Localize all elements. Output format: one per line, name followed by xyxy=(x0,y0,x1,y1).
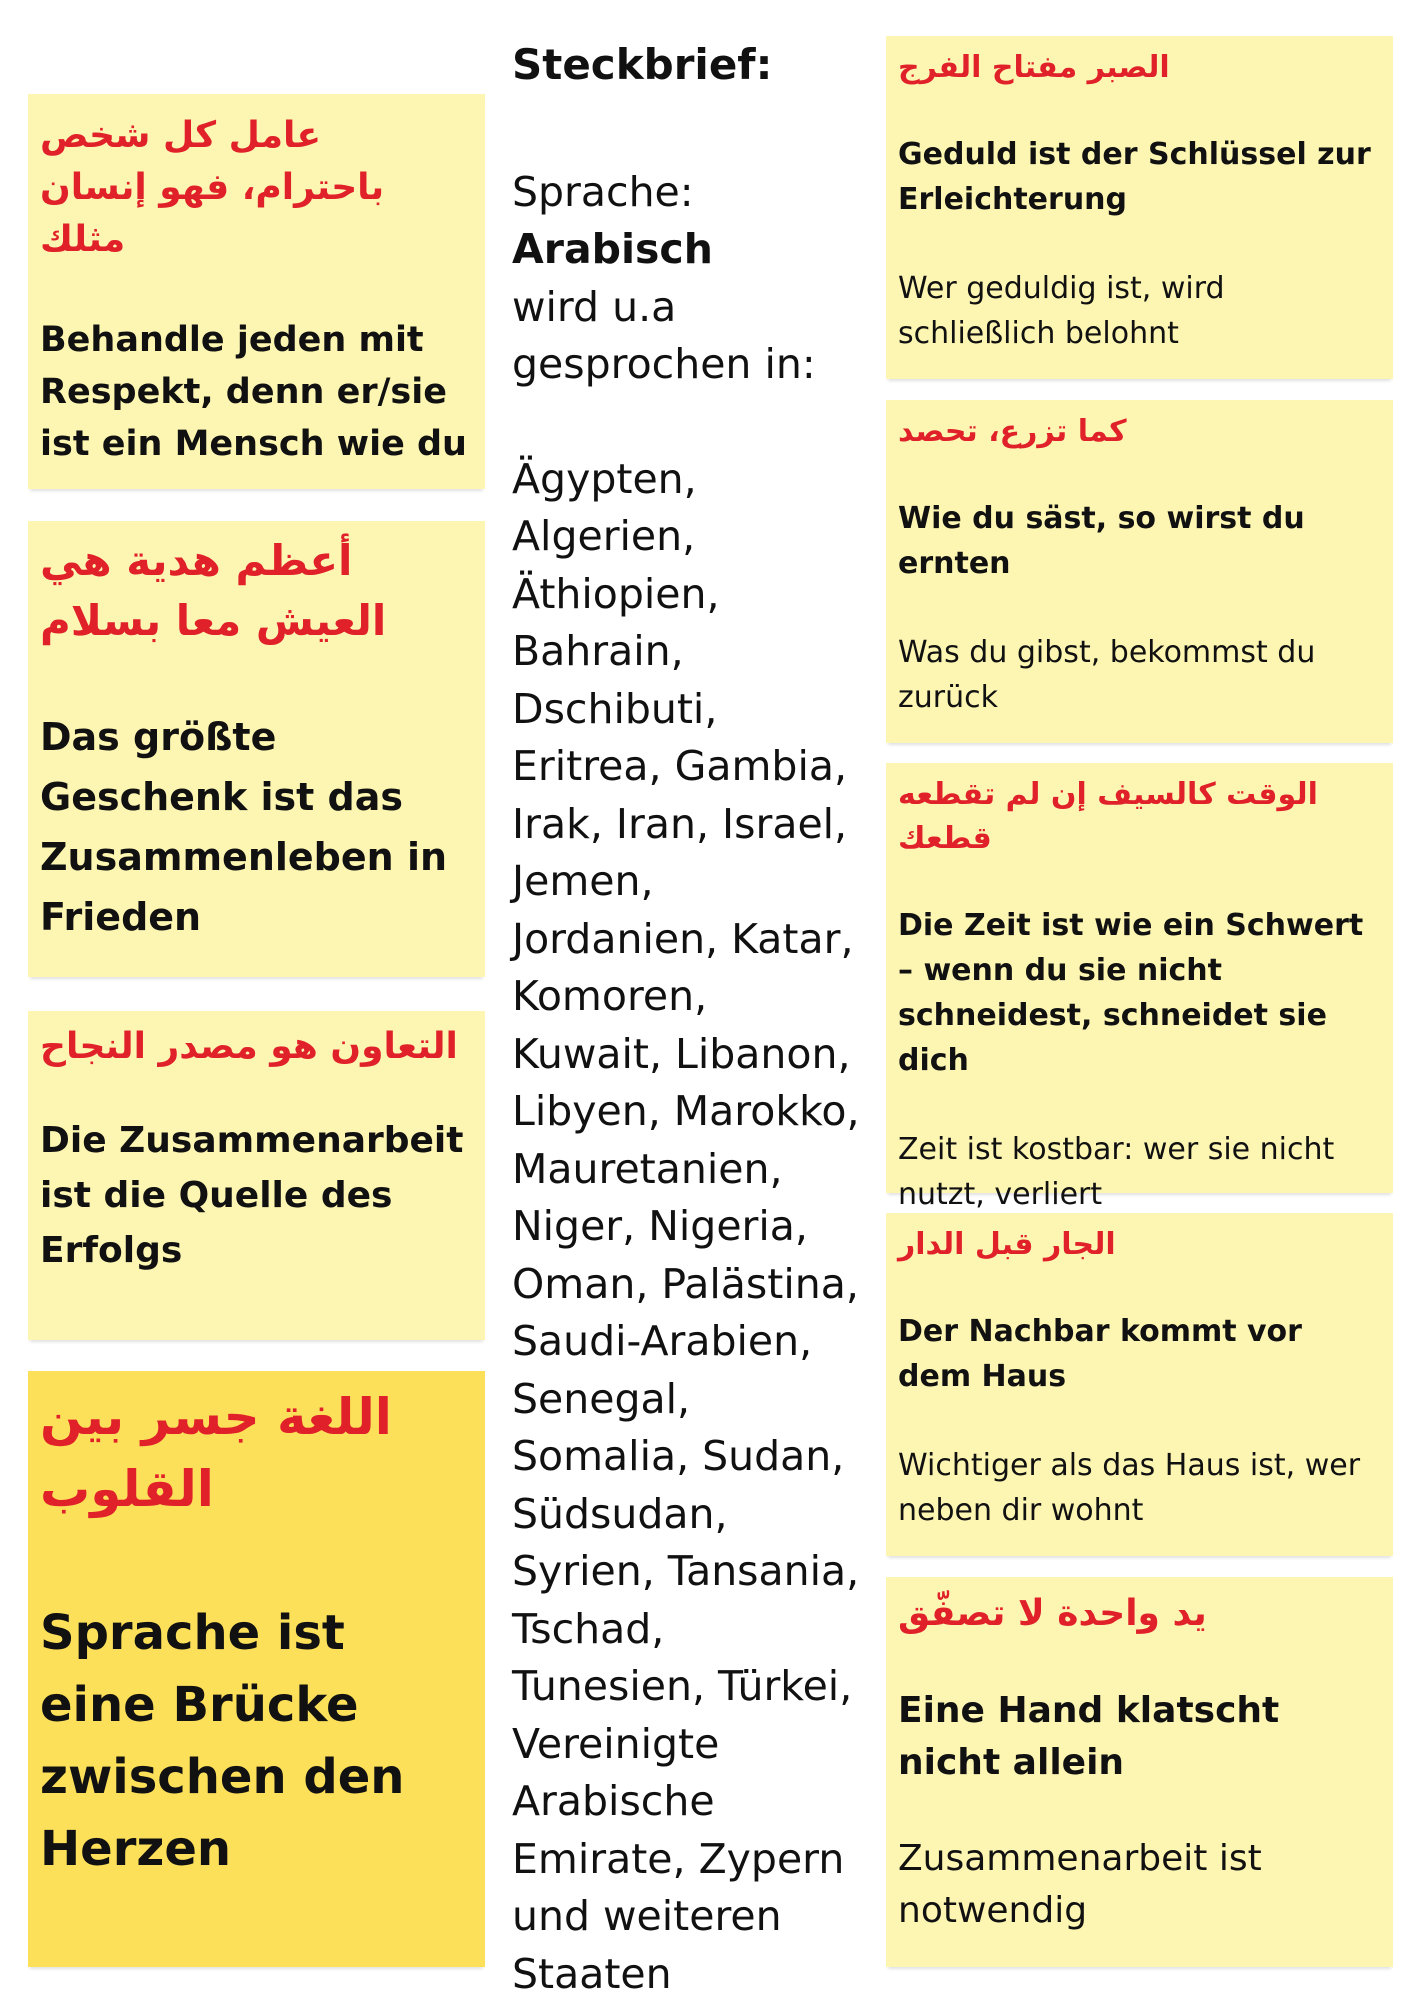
german-translation: Der Nachbar kommt vor dem Haus xyxy=(898,1309,1381,1399)
note-respect: عامل كل شخص باحترام، فهو إنسان مثلك Beha… xyxy=(28,94,485,489)
meaning: Wichtiger als das Haus ist, wer neben di… xyxy=(898,1443,1381,1533)
arabic-proverb: يد واحدة لا تصفّق xyxy=(898,1587,1381,1641)
german-translation: Die Zeit ist wie ein Schwert – wenn du s… xyxy=(898,903,1381,1083)
german-translation: Die Zusammenarbeit ist die Quelle des Er… xyxy=(40,1113,473,1278)
german-translation: Behandle jeden mit Respekt, denn er/sie … xyxy=(40,314,473,470)
meaning: Wer geduldig ist, wird schließlich beloh… xyxy=(898,266,1381,356)
meaning: Zusammenarbeit ist notwendig xyxy=(898,1833,1381,1937)
arabic-proverb: الوقت كالسيف إن لم تقطعه قطعك xyxy=(898,773,1381,861)
arabic-proverb: الجار قبل الدار xyxy=(898,1223,1381,1267)
note-time-sword: الوقت كالسيف إن لم تقطعه قطعك Die Zeit i… xyxy=(886,763,1393,1193)
arabic-proverb: التعاون هو مصدر النجاح xyxy=(40,1021,473,1073)
note-language-bridge: اللغة جسر بين القلوب Sprache ist eine Br… xyxy=(28,1371,485,1967)
note-one-hand: يد واحدة لا تصفّق Eine Hand klatscht nic… xyxy=(886,1577,1393,1967)
german-translation: Geduld ist der Schlüssel zur Erleichteru… xyxy=(898,132,1381,222)
german-translation: Sprache ist eine Brücke zwischen den Her… xyxy=(40,1597,473,1885)
spoken-in-label: wird u.a xyxy=(512,279,862,337)
note-neighbor: الجار قبل الدار Der Nachbar kommt vor de… xyxy=(886,1213,1393,1556)
arabic-proverb: اللغة جسر بين القلوب xyxy=(40,1381,473,1525)
note-patience: الصبر مفتاح الفرج Geduld ist der Schlüss… xyxy=(886,36,1393,379)
german-translation: Wie du säst, so wirst du ernten xyxy=(898,496,1381,586)
note-cooperation: التعاون هو مصدر النجاح Die Zusammenarbei… xyxy=(28,1011,485,1340)
language-name: Arabisch xyxy=(512,221,862,279)
arabic-proverb: عامل كل شخص باحترام، فهو إنسان مثلك xyxy=(40,110,473,266)
profile: Steckbrief: Sprache: Arabisch wird u.a g… xyxy=(512,36,862,2003)
arabic-proverb: كما تزرع، تحصد xyxy=(898,410,1381,454)
spoken-in-label-2: gesprochen in: xyxy=(512,336,862,394)
meaning: Was du gibst, bekommst du zurück xyxy=(898,630,1381,720)
meaning: Zeit ist kostbar: wer sie nicht nutzt, v… xyxy=(898,1127,1381,1217)
german-translation: Eine Hand klatscht nicht allein xyxy=(898,1685,1381,1789)
profile-title: Steckbrief: xyxy=(512,36,862,94)
language-label: Sprache: xyxy=(512,164,862,222)
arabic-proverb: أعظم هدية هي العيش معا بسلام xyxy=(40,531,473,651)
note-sow-reap: كما تزرع، تحصد Wie du säst, so wirst du … xyxy=(886,400,1393,743)
arabic-proverb: الصبر مفتاح الفرج xyxy=(898,46,1381,90)
german-translation: Das größte Geschenk ist das Zusammenlebe… xyxy=(40,707,473,947)
country-list: Ägypten, Algerien, Äthiopien, Bahrain, D… xyxy=(512,451,862,2003)
note-peace: أعظم هدية هي العيش معا بسلام Das größte … xyxy=(28,521,485,977)
